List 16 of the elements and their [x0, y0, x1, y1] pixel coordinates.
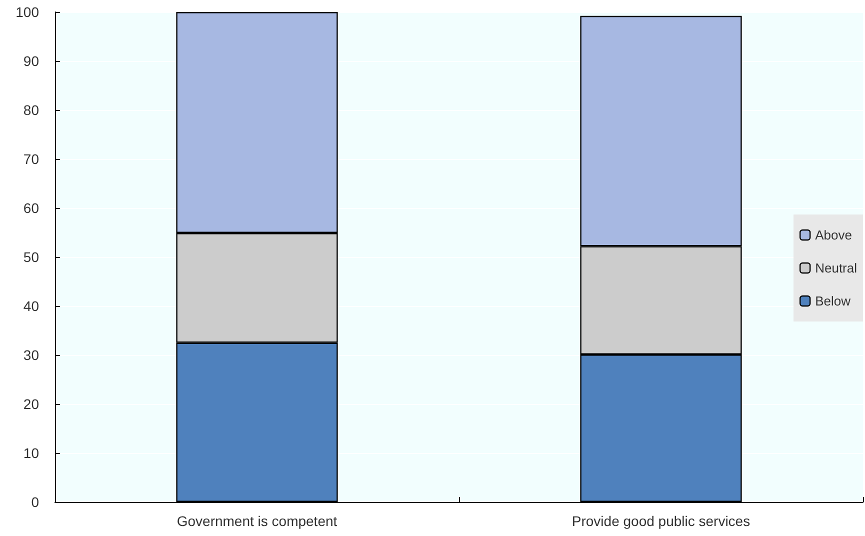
- y-tick-label: 100: [16, 4, 40, 20]
- y-tick-label: 70: [23, 151, 40, 167]
- y-tick-label: 50: [23, 249, 40, 265]
- y-tick-label: 20: [23, 396, 40, 412]
- legend-label: Above: [815, 228, 852, 242]
- legend-label: Below: [815, 294, 852, 308]
- x-tick-label: Government is competent: [176, 513, 338, 529]
- y-tick-label: 40: [23, 298, 40, 314]
- y-tick-label: 80: [23, 102, 40, 118]
- y-tick-label: 60: [23, 200, 40, 216]
- legend-label: Neutral: [815, 260, 858, 276]
- y-tick-label: 30: [23, 347, 40, 363]
- y-tick-label: 90: [23, 53, 40, 69]
- y-tick-label: 10: [23, 445, 40, 461]
- y-tick-label: 0: [31, 494, 40, 510]
- x-tick-label: Provide good public services: [572, 513, 750, 529]
